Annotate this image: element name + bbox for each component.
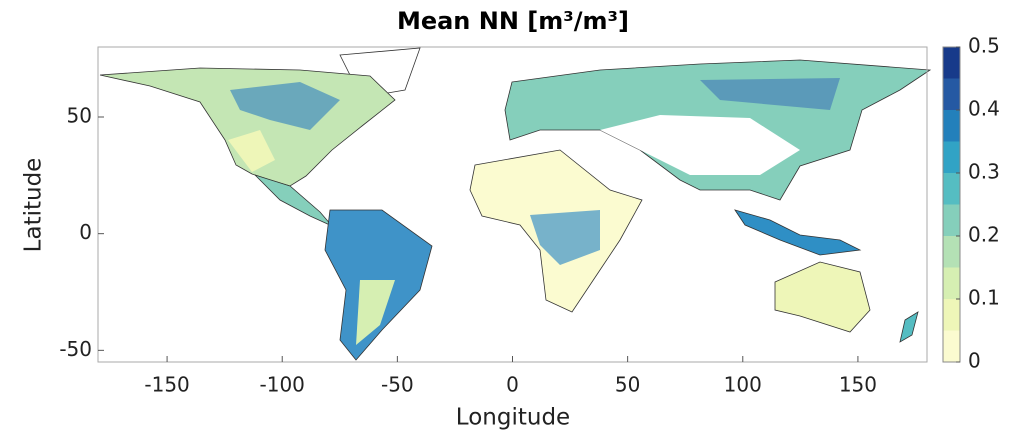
colorbar-tick-label: 0 <box>968 349 981 373</box>
shade <box>700 78 840 110</box>
map-land <box>99 47 932 361</box>
colorbar-bin <box>943 267 960 299</box>
x-axis-label: Longitude <box>456 405 570 431</box>
colorbar-tick-label: 0.3 <box>968 160 1000 184</box>
colorbar-bin <box>943 299 960 331</box>
y-tick-label: -50 <box>59 337 92 361</box>
colorbar-tick-label: 0.2 <box>968 223 1000 247</box>
colorbar-bin <box>943 110 960 142</box>
colorbar-tick-label: 0.5 <box>968 34 1000 58</box>
australia <box>774 261 871 333</box>
shade <box>530 210 600 265</box>
colorbar-frame <box>942 46 961 363</box>
colorbar-tick-label: 0.1 <box>968 286 1000 310</box>
y-tick-label: 50 <box>67 104 92 128</box>
x-tick-label: -50 <box>381 373 414 397</box>
colorbar-bin <box>943 204 960 236</box>
colorbar-bin <box>943 236 960 268</box>
shade <box>230 82 340 130</box>
x-tick-label: -150 <box>144 373 189 397</box>
new-zealand <box>899 311 919 343</box>
y-tick-label: 0 <box>79 220 92 244</box>
x-tick-label: -100 <box>260 373 305 397</box>
y-axis-label: Latitude <box>21 158 47 253</box>
colorbar-bin <box>943 78 960 110</box>
x-tick-label: 150 <box>839 373 877 397</box>
colorbar-tick-label: 0.4 <box>968 97 1000 121</box>
x-tick-label: 100 <box>724 373 762 397</box>
colorbar-bin <box>943 330 960 362</box>
north-america <box>99 67 396 187</box>
colorbar-bin <box>943 173 960 205</box>
shade <box>228 130 275 172</box>
shade <box>600 115 800 175</box>
indonesia <box>734 209 862 256</box>
shade <box>356 280 395 345</box>
colorbar-bin <box>943 141 960 173</box>
x-tick-label: 0 <box>506 373 519 397</box>
chart-title: Mean NN [m³/m³] <box>397 7 629 35</box>
x-tick-label: 50 <box>615 373 640 397</box>
colorbar-bin <box>943 47 960 79</box>
